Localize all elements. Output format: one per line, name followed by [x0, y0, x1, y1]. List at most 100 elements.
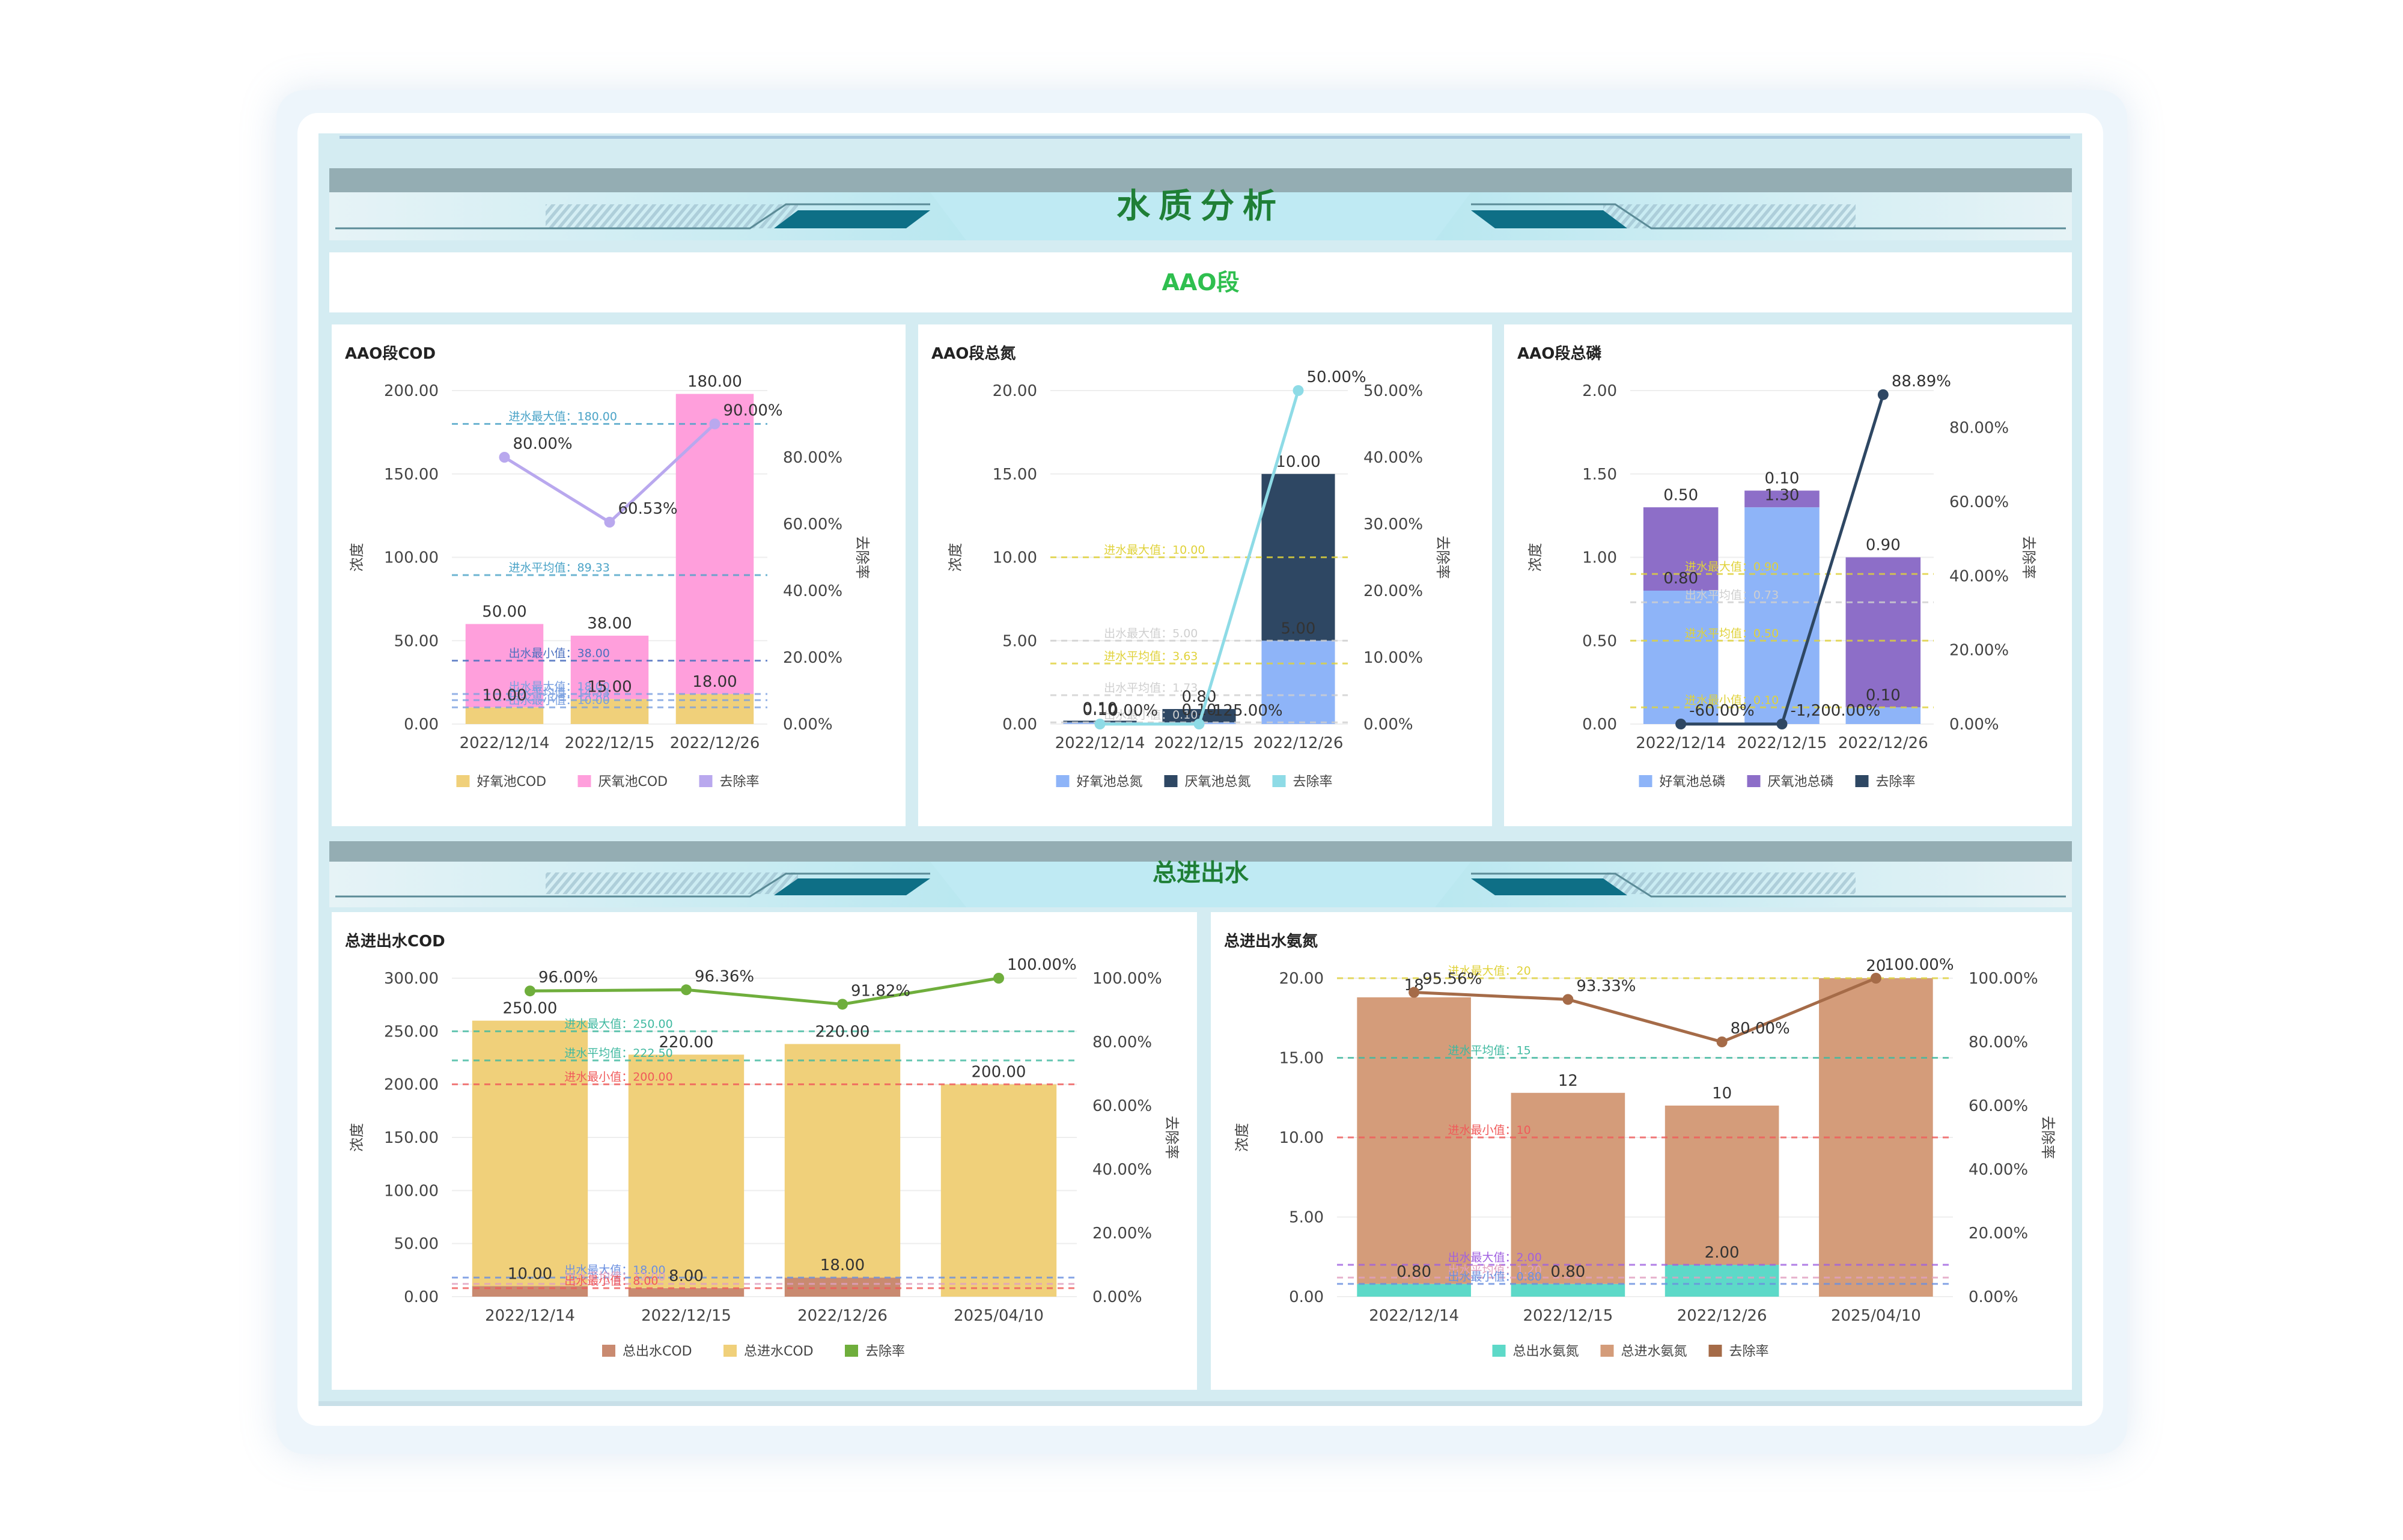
bar-lower [1664, 1265, 1779, 1297]
y-axis-label: 浓度 [349, 1123, 365, 1152]
rate-label: 0.00% [1109, 702, 1159, 720]
header-banner: 水质分析 [329, 168, 2072, 240]
y2-tick-label: 40.00% [1092, 1161, 1152, 1179]
reference-label: 出水最小值：0.80 [1448, 1270, 1542, 1283]
rate-point [1094, 719, 1106, 729]
chart-title: 总进出水COD [345, 933, 445, 951]
y2-tick-label: 80.00% [1949, 419, 2009, 437]
y-tick-label: 10.00 [993, 549, 1037, 567]
y2-tick-label: 20.00% [1949, 642, 2009, 660]
y-tick-label: 5.00 [1289, 1209, 1324, 1227]
legend-swatch [1855, 775, 1869, 787]
bar-value-label: 0.80 [1663, 570, 1698, 588]
x-tick-label: 2022/12/14 [1055, 734, 1145, 752]
rate-point [1776, 719, 1788, 729]
chart-title: AAO段总磷 [1517, 345, 1602, 363]
reference-label: 出水最大值：2.00 [1448, 1251, 1542, 1264]
y-tick-label: 2.00 [1582, 382, 1617, 400]
bar-value-label: 200.00 [972, 1064, 1026, 1082]
bar-value-label: 0.80 [1550, 1263, 1585, 1281]
reference-label: 出水平均值：14.33 [509, 686, 610, 699]
y2-tick-label: 60.00% [1969, 1097, 2028, 1115]
legend-swatch [577, 775, 591, 787]
bar-value-label: 50.00 [482, 603, 526, 621]
rate-label: 96.00% [538, 969, 598, 987]
bar-upper [570, 635, 649, 699]
reference-label: 出水平均值：1.20 [1448, 1264, 1542, 1277]
bar-value-label: 0.10 [1182, 701, 1217, 719]
legend-swatch [1600, 1345, 1614, 1357]
banner-decoration [329, 168, 2072, 240]
legend-swatch [845, 1345, 858, 1357]
reference-label: 进水最大值：180.00 [509, 410, 617, 424]
y2-tick-label: 0.00% [1949, 716, 1999, 734]
y-tick-label: 0.00 [1002, 716, 1037, 734]
y-tick-label: 250.00 [384, 1023, 439, 1041]
bar-value-label: 10.00 [1276, 453, 1320, 471]
bar-value-label: 38.00 [587, 615, 632, 633]
rate-point [525, 985, 535, 997]
reference-label: 进水最小值：200.00 [564, 1071, 672, 1084]
bar-lower [1511, 1283, 1625, 1297]
rate-point [709, 418, 720, 430]
y-tick-label: 50.00 [394, 632, 439, 650]
bar-lower [1261, 641, 1335, 724]
reference-label: 出水最大值：18.00 [564, 1264, 665, 1277]
x-tick-label: 2022/12/14 [485, 1307, 575, 1325]
y2-tick-label: 80.00% [1092, 1033, 1152, 1052]
legend-label: 总出水COD [623, 1344, 692, 1359]
section-aao-title: AAO段 [329, 252, 2072, 312]
rate-label: 91.82% [851, 982, 910, 1000]
rate-point [1870, 973, 1881, 984]
reference-label: 出水最小值：0.10 [1104, 708, 1198, 722]
legend-swatch [1747, 775, 1761, 787]
y2-axis-label: 去除率 [2020, 536, 2037, 579]
y-tick-label: 20.00 [993, 382, 1037, 400]
rate-label: 96.36% [695, 967, 754, 985]
chart-title: AAO段总氮 [931, 345, 1016, 363]
y-tick-label: 10.00 [1279, 1129, 1324, 1147]
rate-point [837, 999, 848, 1010]
legend-swatch [1056, 775, 1070, 787]
y-tick-label: 5.00 [1002, 632, 1037, 650]
y2-tick-label: 60.00% [1092, 1097, 1152, 1115]
bar-upper [1744, 490, 1820, 508]
x-tick-label: 2022/12/26 [1838, 734, 1928, 752]
legend-swatch [723, 1345, 737, 1357]
chart-panel-total-cod: 总进出水COD 0.00 50.00 100.00 150.00 200.00 250.0… [332, 912, 1197, 1390]
y-tick-label: 100.00 [384, 549, 439, 567]
x-tick-label: 2022/12/26 [797, 1307, 888, 1325]
rate-point [604, 517, 615, 528]
rate-label: 80.00% [513, 435, 573, 453]
legend-swatch [456, 775, 470, 787]
bar-lower [1357, 1283, 1471, 1297]
y2-axis-label: 去除率 [854, 536, 871, 579]
y-tick-label: 15.00 [1279, 1050, 1324, 1068]
rate-label: 88.89% [1892, 373, 1951, 391]
legend-label: 厌氧池总氮 [1185, 775, 1251, 790]
rate-label: 95.56% [1422, 970, 1482, 988]
legend-swatch [1708, 1345, 1722, 1357]
rate-point [1193, 719, 1205, 729]
bar-lower [784, 1277, 901, 1297]
rate-point [993, 973, 1004, 984]
reference-label: 出水平均值：0.73 [1685, 588, 1779, 601]
bar-value-label: 220.00 [659, 1033, 714, 1052]
x-tick-label: 2022/12/26 [1253, 734, 1344, 752]
legend-swatch [1492, 1345, 1506, 1357]
rate-line [529, 976, 999, 1006]
y-tick-label: 1.50 [1582, 466, 1617, 484]
y-tick-label: 0.00 [404, 1288, 439, 1306]
y-axis-label: 浓度 [947, 543, 964, 572]
reference-label: 出水最小值：8.00 [564, 1274, 658, 1288]
y2-tick-label: 0.00% [1969, 1288, 2018, 1306]
rate-point [1716, 1036, 1728, 1047]
x-tick-label: 2022/12/15 [641, 1307, 731, 1325]
reference-label: 进水平均值：222.50 [564, 1047, 672, 1060]
y2-tick-label: 40.00% [1363, 449, 1423, 467]
x-tick-label: 2022/12/15 [1523, 1307, 1613, 1325]
y2-tick-label: 80.00% [1969, 1033, 2028, 1052]
chart-svg: 0.00 0.50 1.00 1.50 2.00 0.00% 20.00% 40.00% 60.… [1527, 373, 2037, 790]
bar-lower [628, 1288, 745, 1297]
bar-upper [628, 1055, 745, 1288]
